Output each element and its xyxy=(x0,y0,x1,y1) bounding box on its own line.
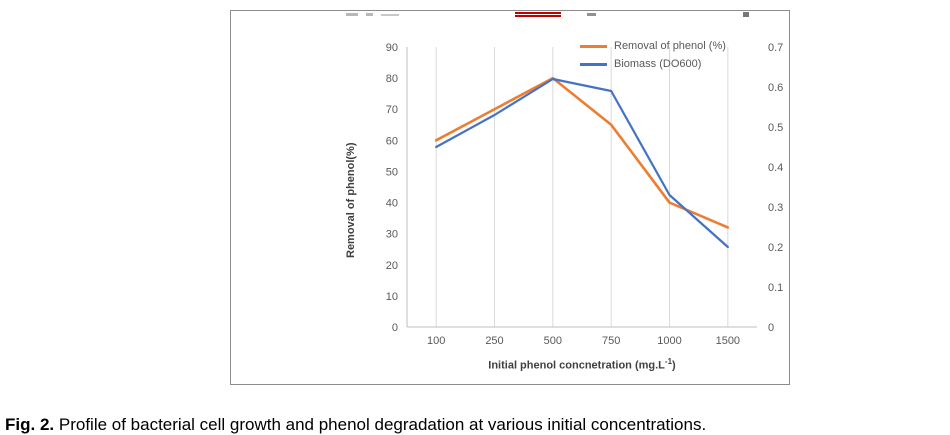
right-axis-tick-label: 0.3 xyxy=(768,202,783,214)
series-line-biomass xyxy=(435,77,729,249)
x-axis-title-superscript: -1 xyxy=(664,357,673,366)
left-axis-tick-label: 60 xyxy=(386,135,398,147)
legend-line-swatch-blue xyxy=(580,62,607,66)
figure-caption: Fig. 2. Profile of bacterial cell growth… xyxy=(5,415,935,435)
figure-caption-text: Profile of bacterial cell growth and phe… xyxy=(58,415,707,434)
x-axis-title-close: ) xyxy=(672,359,676,372)
x-axis-tick-label: 500 xyxy=(544,335,562,347)
figure-caption-label: Fig. 2. xyxy=(5,415,55,434)
right-axis-tick-label: 0.2 xyxy=(768,242,783,254)
left-axis-tick-label: 90 xyxy=(386,42,398,54)
cropped-text-artifact xyxy=(366,13,373,16)
legend-label-removal-of-phenol: Removal of phenol (%) xyxy=(614,40,726,52)
x-axis-tick-label: 250 xyxy=(485,335,503,347)
x-axis-tick-label: 100 xyxy=(427,335,445,347)
left-axis-tick-label: 20 xyxy=(386,260,398,272)
cropped-link-text-artifact xyxy=(515,12,561,14)
right-axis-tick-label: 0.6 xyxy=(768,82,783,94)
cropped-text-artifact xyxy=(346,13,358,16)
chart-legend: Removal of phenol (%) Biomass (DO600) xyxy=(580,40,726,70)
cropped-text-artifact xyxy=(743,12,749,17)
left-axis-tick-label: 80 xyxy=(386,73,398,85)
cropped-text-artifact xyxy=(381,14,399,16)
legend-item-removal-of-phenol: Removal of phenol (%) xyxy=(580,40,726,52)
x-axis-tick-label: 1500 xyxy=(716,335,740,347)
line-chart: 100 250 500 750 1000 1500 0 10 20 30 40 50 60 70 80 90 0… xyxy=(386,42,784,347)
x-axis-tick-label: 750 xyxy=(602,335,620,347)
legend-item-biomass: Biomass (DO600) xyxy=(580,58,726,70)
right-axis-tick-label: 0.1 xyxy=(768,282,783,294)
right-axis-tick-label: 0.5 xyxy=(768,122,783,134)
x-axis-tick-label: 1000 xyxy=(657,335,681,347)
legend-line-swatch-orange xyxy=(580,44,607,48)
left-axis-tick-label: 70 xyxy=(386,104,398,116)
legend-label-biomass: Biomass (DO600) xyxy=(614,58,702,70)
left-axis-tick-label: 30 xyxy=(386,229,398,241)
left-axis-tick-label: 0 xyxy=(392,322,398,334)
left-axis-tick-label: 50 xyxy=(386,166,398,178)
x-axis-title: Initial phenol concnetration (mg.L-1) xyxy=(407,357,757,372)
right-axis-tick-label: 0.7 xyxy=(768,42,783,54)
y-axis-title: Removal of phenol(%) xyxy=(345,142,357,258)
series-line-removal-of-phenol xyxy=(434,76,730,229)
right-axis-tick-label: 0 xyxy=(768,322,774,334)
left-axis-tick-label: 40 xyxy=(386,198,398,210)
cropped-text-artifact xyxy=(587,13,596,16)
chart-panel: 100 250 500 750 1000 1500 0 10 20 30 40 50 60 70 80 90 0… xyxy=(230,10,790,385)
left-axis-tick-label: 10 xyxy=(386,291,398,303)
right-axis-tick-label: 0.4 xyxy=(768,162,783,174)
x-axis-title-text: Initial phenol concnetration (mg.L xyxy=(488,359,665,372)
